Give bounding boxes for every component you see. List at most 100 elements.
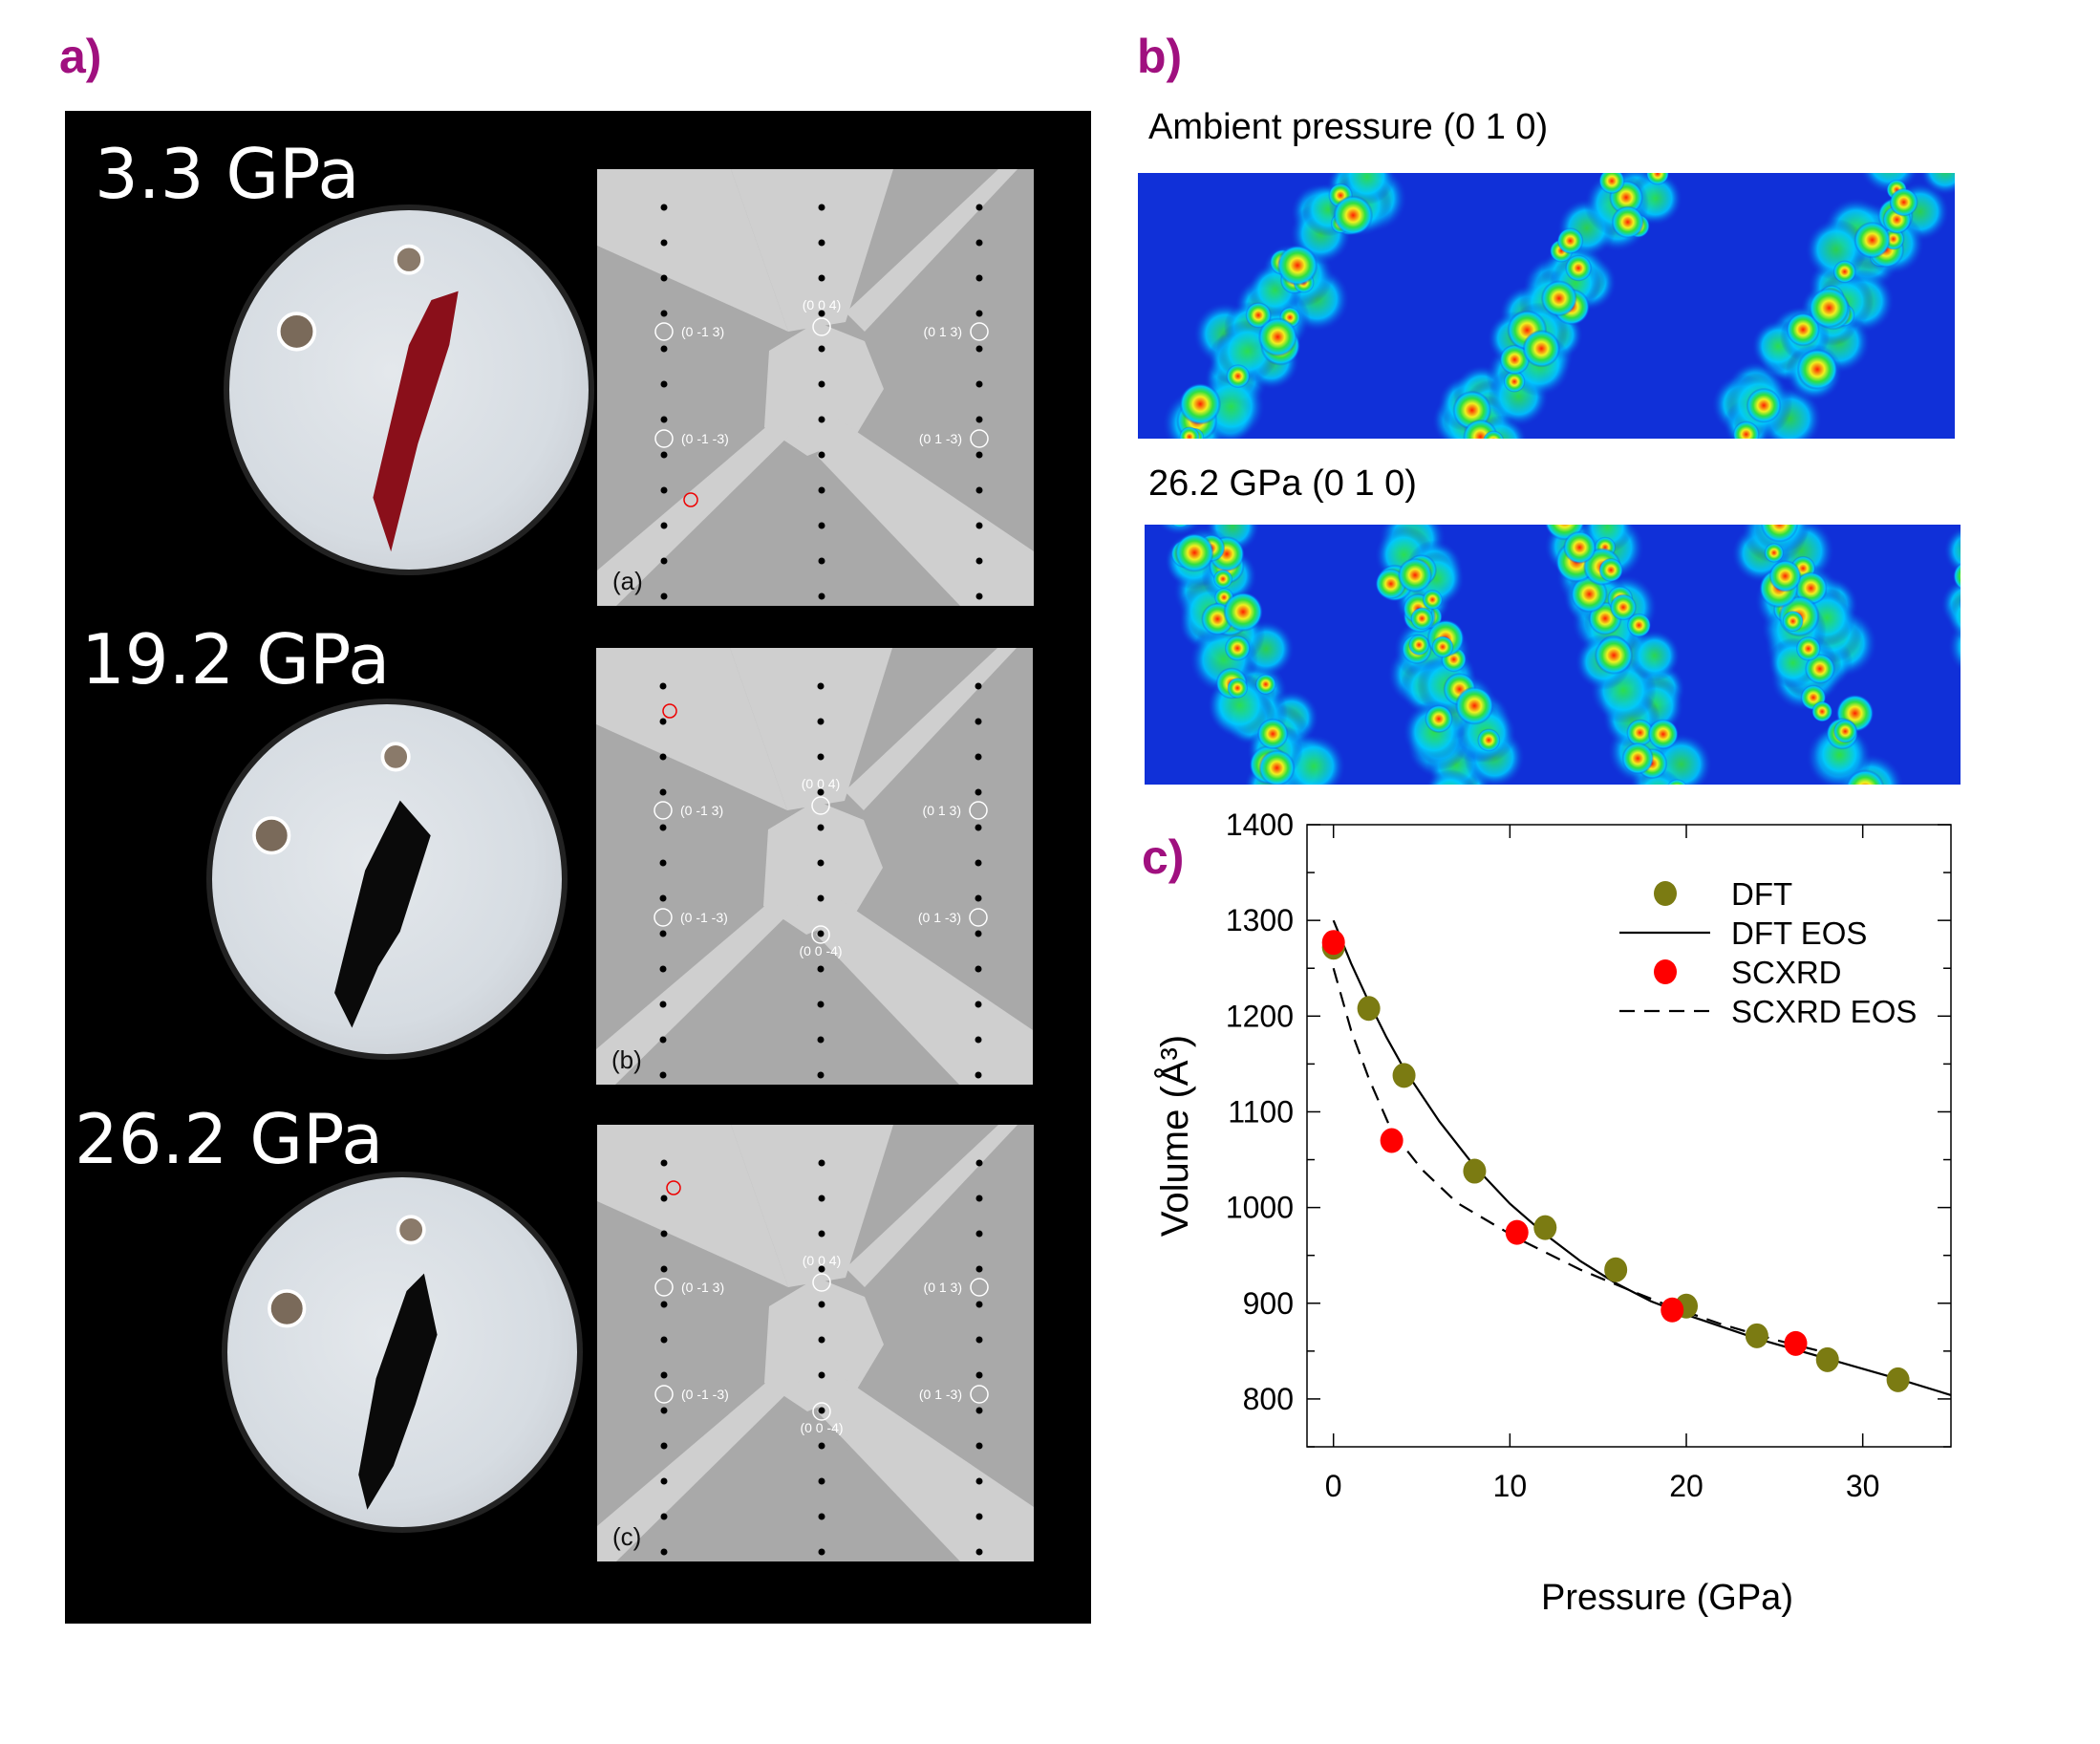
diffraction-spot xyxy=(975,1071,982,1079)
diffraction-spot xyxy=(975,592,983,600)
atom-density xyxy=(1254,674,1276,695)
reflection-marker xyxy=(970,1385,989,1404)
diffraction-spot xyxy=(818,451,825,459)
diffraction-spot xyxy=(818,557,825,565)
diffraction-spot xyxy=(818,522,825,529)
shadow xyxy=(597,169,788,332)
atom-density xyxy=(1889,187,1918,217)
atom-density xyxy=(1503,370,1526,393)
diffraction-spot xyxy=(975,557,983,565)
atom-density xyxy=(1647,719,1679,750)
diffraction-spot xyxy=(660,1230,668,1238)
shadow xyxy=(596,648,787,810)
y-tick-label: 1400 xyxy=(1226,807,1294,842)
atom-density xyxy=(1422,589,1443,611)
diffraction-spot xyxy=(660,1336,668,1344)
reflection-marker xyxy=(812,317,831,336)
x-tick-label: 20 xyxy=(1669,1469,1704,1503)
diffraction-spot xyxy=(975,1159,983,1167)
diffraction-spot xyxy=(975,345,983,353)
atom-density xyxy=(1786,312,1820,347)
atom-density xyxy=(1258,749,1296,785)
reflection-label: (0 -1 -3) xyxy=(681,1387,729,1402)
atom-density xyxy=(1732,420,1760,439)
diffraction-spot xyxy=(975,965,982,973)
density-halo xyxy=(1425,768,1475,785)
diffraction-spot xyxy=(659,965,667,973)
diffraction-spot xyxy=(818,1513,825,1520)
atom-density xyxy=(1224,635,1251,661)
panel-b-label: b) xyxy=(1137,30,1183,83)
dft-point xyxy=(1357,996,1381,1022)
x-tick-label: 10 xyxy=(1493,1469,1528,1503)
diffraction-spot xyxy=(975,310,983,317)
reflection-marker xyxy=(654,801,673,820)
reflection-label: (0 -1 -3) xyxy=(681,431,729,446)
atom-density xyxy=(1499,344,1531,376)
atom-density xyxy=(1645,173,1670,185)
scxrd-point xyxy=(1505,1219,1529,1245)
diffraction-spot xyxy=(817,1001,825,1008)
diffraction-spot xyxy=(818,1159,825,1167)
reflection-label: (0 1 -3) xyxy=(919,1387,962,1402)
x-tick-label: 30 xyxy=(1846,1469,1880,1503)
y-tick-label: 900 xyxy=(1243,1286,1294,1321)
diffraction-spot xyxy=(975,274,983,282)
diffraction-spot xyxy=(975,1442,983,1450)
plot-frame xyxy=(1306,824,1952,1448)
map-title-26gpa: 26.2 GPa (0 1 0) xyxy=(1148,463,1417,504)
diffraction-spot xyxy=(975,1036,982,1044)
diffraction-spot xyxy=(660,1513,668,1520)
atom-density xyxy=(1565,254,1593,282)
diffraction-spot xyxy=(660,1195,668,1202)
diffraction-spot xyxy=(659,1071,667,1079)
electron-density-map-26gpa xyxy=(1145,525,1961,785)
diffraction-spot xyxy=(975,451,983,459)
dft-point xyxy=(1533,1215,1557,1240)
diffraction-panel-label: (b) xyxy=(611,1045,642,1074)
diffraction-spot xyxy=(818,1548,825,1556)
atom-density xyxy=(1953,562,1961,591)
diffraction-spot xyxy=(660,345,668,353)
density-halo xyxy=(1919,173,1955,196)
reflection-marker xyxy=(654,429,674,448)
pressure-label: 3.3 GPa xyxy=(95,134,360,214)
diffraction-spot xyxy=(660,1265,668,1273)
ruby-sphere xyxy=(394,244,424,275)
diffraction-spot xyxy=(975,894,982,902)
diffraction-spot xyxy=(817,965,825,973)
pressure-label: 26.2 GPa xyxy=(75,1099,384,1179)
crystal-sample xyxy=(276,244,459,552)
atom-density xyxy=(1425,704,1453,734)
diffraction-spot xyxy=(817,718,825,725)
atom-density xyxy=(1431,635,1454,658)
diffraction-spot xyxy=(818,1442,825,1450)
atom-density xyxy=(1626,719,1654,747)
ruby-sphere xyxy=(276,312,317,352)
scxrd-point xyxy=(1321,930,1345,956)
diffraction-spot xyxy=(660,239,668,247)
y-tick-label: 1000 xyxy=(1226,1191,1294,1225)
microscope-image xyxy=(227,1177,577,1527)
map-title-ambient: Ambient pressure (0 1 0) xyxy=(1148,107,1549,147)
atom-density xyxy=(1746,387,1782,423)
reflection-label: (0 -1 3) xyxy=(680,803,723,818)
legend-marker xyxy=(1654,881,1677,906)
diffraction-spot xyxy=(975,859,982,867)
diffraction-spot xyxy=(660,1477,668,1485)
reflection-marker xyxy=(654,1278,674,1297)
y-tick-label: 1200 xyxy=(1226,999,1294,1033)
diffraction-spot xyxy=(817,824,825,831)
diffraction-spot xyxy=(659,1036,667,1044)
reflection-label: (0 0 -4) xyxy=(800,1420,843,1435)
atom-density xyxy=(1556,227,1584,254)
diffraction-spot xyxy=(818,380,825,388)
diffraction-spot xyxy=(817,930,825,937)
shadow xyxy=(845,648,1017,810)
y-tick-label: 800 xyxy=(1243,1382,1294,1416)
y-tick-label: 1100 xyxy=(1228,1094,1294,1129)
reflection-label: (0 -1 3) xyxy=(681,1280,724,1295)
diffraction-spot xyxy=(975,204,983,211)
ruby-sphere xyxy=(396,1215,426,1245)
